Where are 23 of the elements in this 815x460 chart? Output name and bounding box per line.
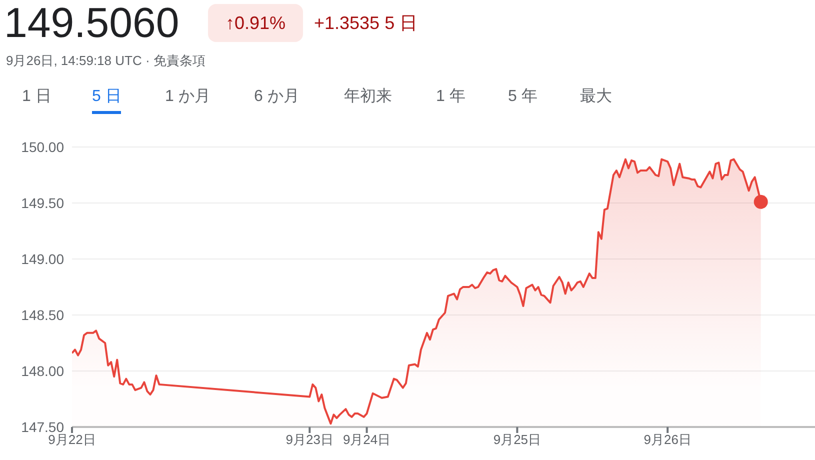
text: +1.3535 5 日 (314, 12, 418, 35)
y-tick-label: 147.50 (21, 418, 64, 435)
x-tick-label: 9月26日 (644, 432, 692, 448)
chart-title: 149.5060 (4, 0, 180, 46)
text: 年初来 (344, 86, 392, 107)
text: 1 か月 (165, 87, 210, 107)
text: ↑0.91% (208, 4, 303, 42)
text: 5 日 (92, 86, 122, 114)
x-tick-label: 9月23日 (286, 432, 334, 448)
text: 最大 (580, 86, 612, 107)
x-tick-label: 9月22日 (48, 432, 96, 448)
x-tick-label: 9月24日 (342, 432, 391, 448)
text: 5 年 (508, 87, 538, 107)
text: 1 日 (22, 87, 52, 107)
chart-subtitle: 9月26日, 14:59:18 UTC · 免責条項 (6, 52, 206, 70)
x-tick-label: 9月25日 (493, 432, 542, 448)
text: 1 年 (436, 87, 466, 107)
y-tick-label: 149.50 (21, 194, 64, 211)
text: 6 か月 (254, 87, 300, 107)
y-tick-label: 149.00 (21, 250, 64, 267)
y-tick-label: 150.00 (21, 138, 64, 155)
y-tick-label: 148.50 (21, 306, 64, 323)
y-tick-label: 148.00 (21, 362, 64, 379)
